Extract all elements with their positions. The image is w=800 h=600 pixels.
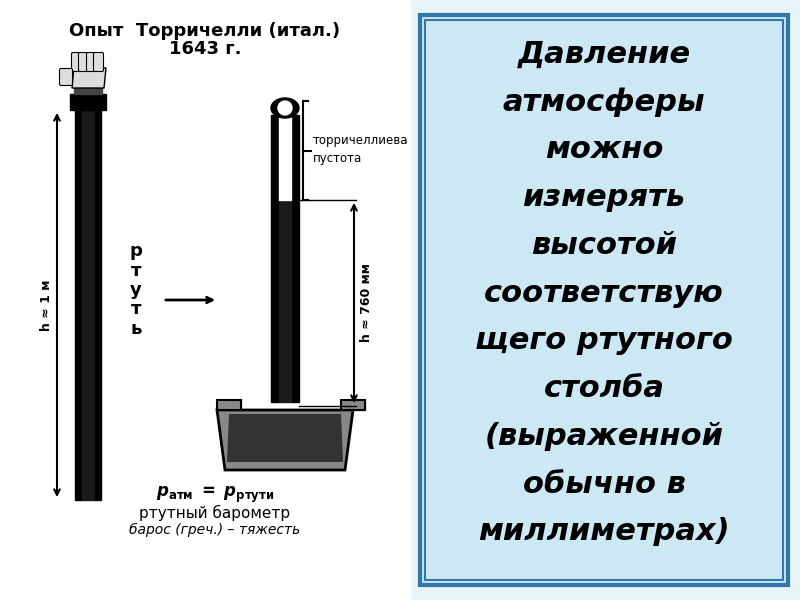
Bar xyxy=(271,115,279,402)
Ellipse shape xyxy=(271,98,299,118)
Bar xyxy=(74,88,102,94)
Text: высотой: высотой xyxy=(531,231,677,260)
Bar xyxy=(420,15,788,585)
FancyBboxPatch shape xyxy=(59,68,73,85)
Text: $\boldsymbol{p}$$_{\mathbf{атм}}$ $\boldsymbol{=}$ $\boldsymbol{p}$$_{\mathbf{рт: $\boldsymbol{p}$$_{\mathbf{атм}}$ $\bold… xyxy=(156,485,274,505)
Text: торричеллиева: торричеллиева xyxy=(313,134,409,147)
Text: Давление: Давление xyxy=(518,40,690,69)
Bar xyxy=(291,115,299,402)
Text: атмосферы: атмосферы xyxy=(502,88,706,117)
Bar xyxy=(217,400,241,410)
Text: измерять: измерять xyxy=(522,183,686,212)
Polygon shape xyxy=(72,66,106,88)
FancyBboxPatch shape xyxy=(86,52,97,71)
Bar xyxy=(217,400,241,410)
Bar xyxy=(82,110,94,500)
Text: щего ртутного: щего ртутного xyxy=(475,326,733,355)
Bar xyxy=(341,400,365,410)
Text: соответствую: соответствую xyxy=(484,278,724,308)
Bar xyxy=(75,110,82,500)
Bar xyxy=(0,0,410,600)
Bar xyxy=(279,115,291,200)
Text: ртутный барометр: ртутный барометр xyxy=(139,505,290,521)
Ellipse shape xyxy=(278,101,292,115)
Text: 1643 г.: 1643 г. xyxy=(169,40,242,58)
Text: столба: столба xyxy=(543,374,665,403)
Text: (выраженной: (выраженной xyxy=(485,422,723,451)
Text: h ≈ 760 мм: h ≈ 760 мм xyxy=(360,263,373,343)
Bar xyxy=(70,94,106,110)
Text: можно: можно xyxy=(545,136,663,164)
Text: барос (греч.) – тяжесть: барос (греч.) – тяжесть xyxy=(130,523,301,537)
Bar xyxy=(94,110,101,500)
Bar xyxy=(341,400,365,410)
Bar xyxy=(420,15,788,585)
Text: р
т
у
т
ь: р т у т ь xyxy=(130,242,142,338)
Text: Опыт  Торричелли (итал.): Опыт Торричелли (итал.) xyxy=(70,22,341,40)
FancyBboxPatch shape xyxy=(78,52,89,71)
Bar xyxy=(425,20,783,580)
Bar xyxy=(279,200,291,402)
Text: h ≈ 1 м: h ≈ 1 м xyxy=(41,280,54,331)
Text: пустота: пустота xyxy=(313,152,362,165)
FancyBboxPatch shape xyxy=(71,52,82,71)
Polygon shape xyxy=(227,414,343,462)
Text: миллиметрах): миллиметрах) xyxy=(478,517,730,546)
Polygon shape xyxy=(217,410,353,470)
FancyBboxPatch shape xyxy=(94,52,103,71)
Text: обычно в: обычно в xyxy=(522,470,686,499)
